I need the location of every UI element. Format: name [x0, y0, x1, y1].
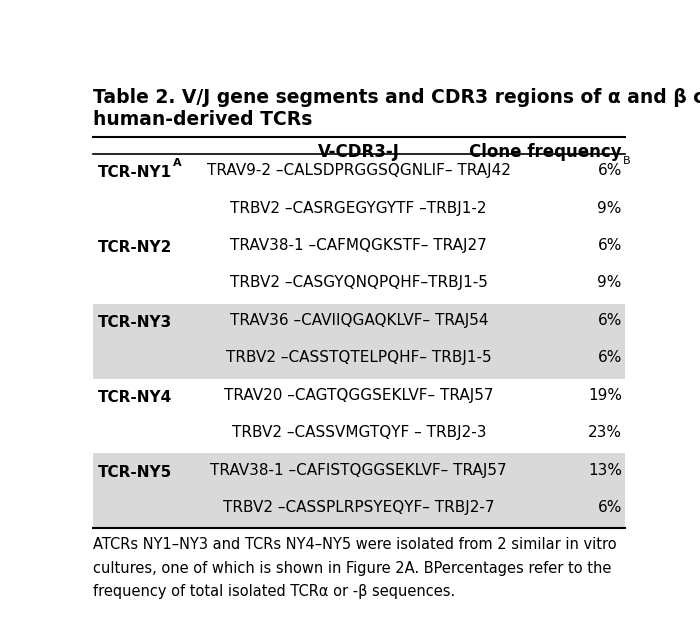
Text: B: B — [622, 156, 630, 166]
Text: TCR-NY2: TCR-NY2 — [98, 240, 173, 255]
Bar — [93, 303, 624, 379]
Text: TRAV38-1 –CAFMQGKSTF– TRAJ27: TRAV38-1 –CAFMQGKSTF– TRAJ27 — [230, 238, 487, 253]
Text: 6%: 6% — [598, 313, 622, 328]
Text: TCR-NY4: TCR-NY4 — [98, 390, 173, 404]
Text: 9%: 9% — [598, 276, 622, 291]
Text: ATCRs NY1–NY3 and TCRs NY4–NY5 were isolated from 2 similar in vitro: ATCRs NY1–NY3 and TCRs NY4–NY5 were isol… — [93, 537, 617, 552]
Bar — [93, 454, 624, 528]
Text: TRBV2 –CASRGEGYGYTF –TRBJ1-2: TRBV2 –CASRGEGYGYTF –TRBJ1-2 — [230, 200, 487, 216]
Text: TRBV2 –CASSTQTELPQHF– TRBJ1-5: TRBV2 –CASSTQTELPQHF– TRBJ1-5 — [226, 350, 491, 365]
Text: TRAV36 –CAVIIQGAQKLVF– TRAJ54: TRAV36 –CAVIIQGAQKLVF– TRAJ54 — [230, 313, 488, 328]
Text: 23%: 23% — [588, 425, 622, 441]
Text: frequency of total isolated TCRα or -β sequences.: frequency of total isolated TCRα or -β s… — [93, 584, 455, 599]
Text: Clone frequency: Clone frequency — [469, 143, 622, 161]
Text: 6%: 6% — [598, 501, 622, 515]
Text: TRAV9-2 –CALSDPRGGSQGNLIF– TRAJ42: TRAV9-2 –CALSDPRGGSQGNLIF– TRAJ42 — [206, 163, 511, 178]
Text: 6%: 6% — [598, 350, 622, 365]
Text: TRBV2 –CASGYQNQPQHF–TRBJ1-5: TRBV2 –CASGYQNQPQHF–TRBJ1-5 — [230, 276, 488, 291]
Text: 6%: 6% — [598, 238, 622, 253]
Text: TRBV2 –CASSPLRPSYEQYF– TRBJ2-7: TRBV2 –CASSPLRPSYEQYF– TRBJ2-7 — [223, 501, 494, 515]
Text: 9%: 9% — [598, 200, 622, 216]
Text: TRAV20 –CAGTQGGSEKLVF– TRAJ57: TRAV20 –CAGTQGGSEKLVF– TRAJ57 — [224, 388, 493, 403]
Text: 6%: 6% — [598, 163, 622, 178]
Text: A: A — [173, 158, 182, 167]
Text: human-derived TCRs: human-derived TCRs — [93, 110, 312, 129]
Text: 13%: 13% — [588, 463, 622, 478]
Text: TRAV38-1 –CAFISTQGGSEKLVF– TRAJ57: TRAV38-1 –CAFISTQGGSEKLVF– TRAJ57 — [211, 463, 507, 478]
Text: TCR-NY3: TCR-NY3 — [98, 315, 173, 330]
Text: V-CDR3-J: V-CDR3-J — [318, 143, 400, 161]
Text: TCR-NY1: TCR-NY1 — [98, 165, 172, 180]
Text: TRBV2 –CASSVMGTQYF – TRBJ2-3: TRBV2 –CASSVMGTQYF – TRBJ2-3 — [232, 425, 486, 441]
Text: cultures, one of which is shown in Figure 2A. BPercentages refer to the: cultures, one of which is shown in Figur… — [93, 561, 611, 576]
Text: 19%: 19% — [588, 388, 622, 403]
Text: Table 2. V/J gene segments and CDR3 regions of α and β chains of: Table 2. V/J gene segments and CDR3 regi… — [93, 88, 700, 107]
Text: TCR-NY5: TCR-NY5 — [98, 465, 173, 480]
